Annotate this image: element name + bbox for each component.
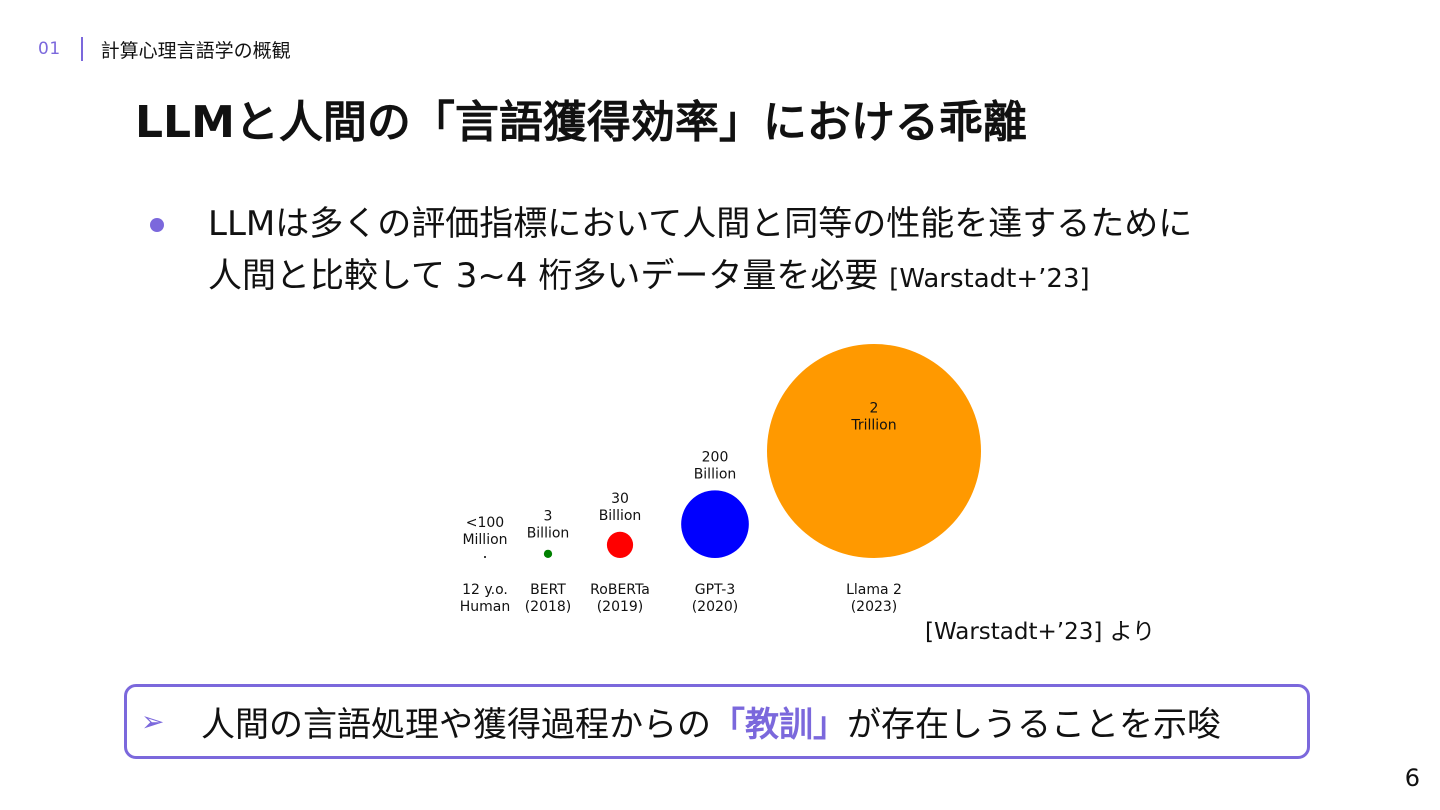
category-sublabel: (2019) — [597, 599, 644, 615]
bubble-0 — [484, 556, 486, 558]
category-label: Llama 2 — [846, 582, 902, 598]
conclusion-text: 人間の言語処理や獲得過程からの「教訓」が存在しうることを示唆 — [201, 697, 1221, 746]
bullet-line-1: LLMは多くの評価指標において人間と同等の性能を達するために — [208, 204, 1193, 244]
section-number: 01 — [38, 39, 61, 59]
bullet-point: LLMは多くの評価指標において人間と同等の性能を達するために 人間と比較して 3… — [150, 198, 1192, 305]
bullet-dot-icon — [150, 218, 164, 232]
conclusion-highlight: 「教訓」 — [711, 705, 847, 745]
bubble-amount-unit-label: Billion — [527, 526, 570, 542]
bullet-text: LLMは多くの評価指標において人間と同等の性能を達するために 人間と比較して 3… — [208, 198, 1192, 305]
arrow-right-icon: ➢ — [141, 705, 165, 738]
bubble-1 — [543, 549, 553, 558]
bubble-amount-label: 3 — [544, 509, 553, 525]
bubble-amount-unit-label: Million — [462, 532, 507, 548]
header-divider — [80, 37, 83, 61]
category-sublabel: (2018) — [525, 599, 572, 615]
bubble-4 — [767, 344, 981, 558]
bubble-amount-unit-label: Trillion — [850, 418, 896, 434]
conclusion-suffix: が存在しうることを示唆 — [847, 705, 1221, 745]
bubble-amount-label: 200 — [702, 449, 729, 465]
bubble-amount-label: 2 — [870, 401, 879, 417]
bubble-amount-label: 30 — [611, 491, 629, 507]
category-label: RoBERTa — [590, 582, 650, 598]
category-sublabel: (2023) — [851, 599, 898, 615]
bubble-amount-unit-label: Billion — [599, 508, 642, 524]
slide-header: 01 計算心理言語学の概観 — [38, 34, 291, 64]
conclusion-box: ➢ 人間の言語処理や獲得過程からの「教訓」が存在しうることを示唆 — [124, 684, 1310, 759]
conclusion-prefix: 人間の言語処理や獲得過程からの — [201, 705, 711, 745]
chart-source: [Warstadt+’23] より — [925, 619, 1156, 645]
bubble-amount-unit-label: Billion — [694, 466, 737, 482]
category-label: GPT-3 — [695, 582, 736, 598]
bubble-3 — [681, 490, 749, 558]
page-number: 6 — [1404, 764, 1420, 792]
category-sublabel: Human — [460, 599, 511, 615]
bullet-citation: [Warstadt+’23] — [889, 264, 1090, 294]
bubble-amount-label: <100 — [466, 515, 504, 531]
slide-title: LLMと人間の「言語獲得効率」における乖離 — [135, 97, 1027, 148]
bullet-line-2: 人間と比較して 3~4 桁多いデータ量を必要 [Warstadt+’23] — [208, 250, 1192, 305]
bubble-2 — [606, 531, 634, 558]
bullet-line-2-text: 人間と比較して 3~4 桁多いデータ量を必要 — [208, 256, 879, 296]
category-sublabel: (2020) — [692, 599, 739, 615]
section-title: 計算心理言語学の概観 — [100, 39, 291, 62]
category-label: BERT — [530, 582, 566, 598]
category-label: 12 y.o. — [462, 582, 508, 598]
